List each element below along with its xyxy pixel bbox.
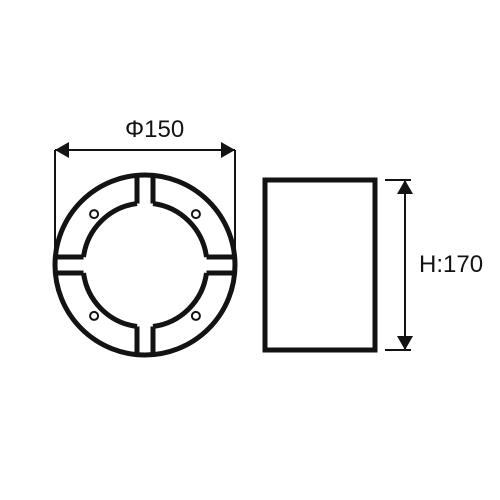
drawing-svg [0,0,500,500]
height-label: H:170 [419,251,483,279]
dimension-drawing: { "stroke": "#131313", "strokeThin": 2, … [0,0,500,500]
diameter-label: Φ150 [125,116,184,144]
